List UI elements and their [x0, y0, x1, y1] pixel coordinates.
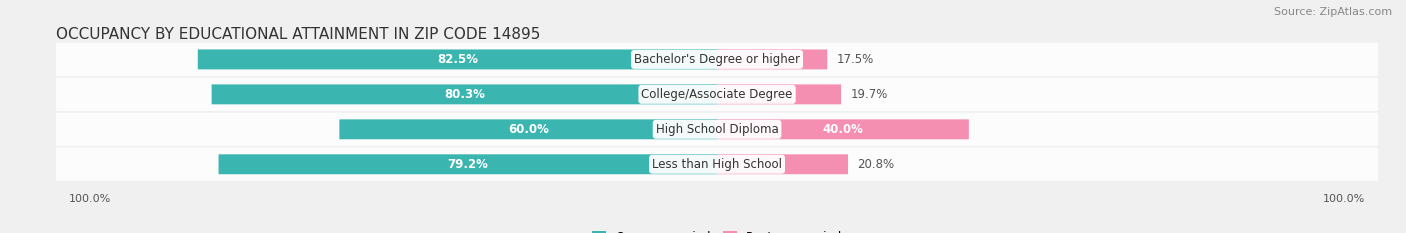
FancyBboxPatch shape	[717, 84, 841, 104]
Text: 20.8%: 20.8%	[858, 158, 894, 171]
Text: Bachelor's Degree or higher: Bachelor's Degree or higher	[634, 53, 800, 66]
Text: College/Associate Degree: College/Associate Degree	[641, 88, 793, 101]
Text: 100.0%: 100.0%	[1323, 194, 1365, 204]
FancyBboxPatch shape	[198, 49, 717, 69]
Text: Source: ZipAtlas.com: Source: ZipAtlas.com	[1274, 7, 1392, 17]
FancyBboxPatch shape	[218, 154, 717, 174]
Text: 82.5%: 82.5%	[437, 53, 478, 66]
FancyBboxPatch shape	[717, 49, 827, 69]
Legend: Owner-occupied, Renter-occupied: Owner-occupied, Renter-occupied	[586, 226, 848, 233]
FancyBboxPatch shape	[212, 84, 717, 104]
FancyBboxPatch shape	[717, 119, 969, 139]
Text: Less than High School: Less than High School	[652, 158, 782, 171]
Text: OCCUPANCY BY EDUCATIONAL ATTAINMENT IN ZIP CODE 14895: OCCUPANCY BY EDUCATIONAL ATTAINMENT IN Z…	[56, 27, 541, 42]
FancyBboxPatch shape	[717, 154, 848, 174]
Text: 80.3%: 80.3%	[444, 88, 485, 101]
Text: 60.0%: 60.0%	[508, 123, 548, 136]
Text: 79.2%: 79.2%	[447, 158, 488, 171]
Text: High School Diploma: High School Diploma	[655, 123, 779, 136]
FancyBboxPatch shape	[56, 43, 1378, 76]
FancyBboxPatch shape	[339, 119, 717, 139]
Text: 19.7%: 19.7%	[851, 88, 887, 101]
FancyBboxPatch shape	[56, 78, 1378, 111]
FancyBboxPatch shape	[56, 113, 1378, 146]
Text: 100.0%: 100.0%	[69, 194, 111, 204]
Text: 40.0%: 40.0%	[823, 123, 863, 136]
Text: 17.5%: 17.5%	[837, 53, 875, 66]
FancyBboxPatch shape	[56, 148, 1378, 181]
